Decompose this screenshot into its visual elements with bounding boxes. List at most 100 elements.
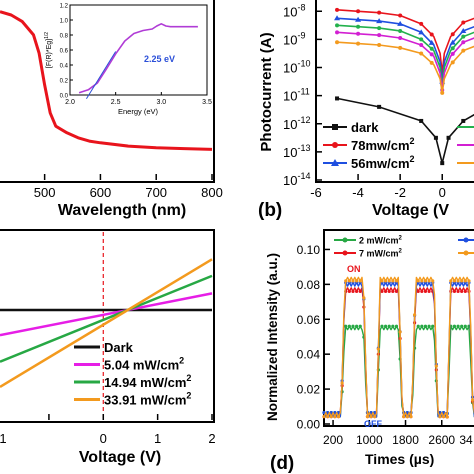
panel-d-x-tick-label: 1800 — [392, 433, 419, 447]
transient-point — [347, 279, 351, 283]
transient-point — [420, 279, 424, 283]
panel-d-y-tick-label: 0.10 — [297, 243, 321, 257]
transient-point — [460, 289, 464, 293]
legend-entry-label: 5.04 mW/cm2 — [104, 356, 184, 373]
panel-b-y-tick-label: 10-11 — [283, 87, 310, 104]
panel-b-y-tick-label: 10-12 — [283, 115, 310, 132]
panel-a: 500 600 700 800 Wavelength (nm) 2.0 2.5 3.0 3.… — [0, 0, 223, 219]
transient-point — [470, 398, 474, 402]
transient-point — [380, 279, 384, 283]
transient-point — [463, 324, 467, 328]
legend-marker — [331, 159, 339, 166]
legend-marker — [332, 124, 338, 130]
absorption-series-0 — [0, 10, 213, 151]
legend-text: 56mw/cm — [351, 156, 410, 171]
transient-point — [416, 289, 420, 293]
legend-entry-label: 33.91 mW/cm2 — [104, 391, 191, 408]
tick-exponent: -10 — [297, 59, 310, 69]
photocurrent-point — [377, 104, 382, 109]
legend-text: 78mw/cm — [351, 138, 410, 153]
transient-point — [467, 279, 471, 283]
transient-point — [355, 324, 359, 328]
photocurrent-point — [419, 37, 424, 42]
transient-point — [409, 415, 413, 419]
transient-point — [394, 324, 399, 328]
transient-point — [463, 289, 467, 293]
legend-marker-cutoff — [463, 237, 469, 243]
photocurrent-point — [461, 40, 466, 45]
tick-base: 10 — [283, 4, 297, 19]
transient-point — [322, 415, 326, 419]
panel-d-legend: 2 mW/cm2 7 mW/cm2 — [334, 236, 474, 259]
absorption-plot-area — [0, 10, 213, 151]
legend-text: 2 mW/cm — [359, 236, 399, 246]
photocurrent-point — [335, 7, 340, 12]
photocurrent-point — [446, 135, 451, 140]
photocurrent-point — [398, 28, 403, 33]
transient-point — [380, 289, 384, 293]
panel-c-x-ticks: 1 0 1 2 — [0, 414, 216, 446]
panel-b-x-ticks: -6-4-202 — [310, 174, 446, 200]
transient-point — [423, 289, 428, 293]
legend-entry-label: 2 mW/cm2 — [359, 236, 403, 246]
legend-entry-label: 14.94 mW/cm2 — [104, 373, 191, 390]
inset-x-tick-label: 3.5 — [202, 99, 212, 106]
transient-point — [344, 279, 348, 283]
panel-d-y-tick-label: 0.08 — [297, 278, 321, 292]
legend-text: 5.04 mW/cm — [104, 358, 179, 373]
panel-d-frame — [323, 229, 474, 427]
panel-d-y-tick-label: 0.00 — [297, 418, 321, 432]
transient-point — [391, 289, 395, 293]
inset-y-tick-label: 0.0 — [60, 94, 69, 100]
panel-c-x-axis-label: Voltage (V) — [79, 449, 161, 466]
photocurrent-plot-area — [334, 7, 474, 166]
transient-point — [373, 415, 377, 419]
panel-c-x-tick-label: 2 — [208, 431, 215, 446]
transient-point — [333, 415, 337, 419]
panel-d: 0.00 0.02 0.04 0.06 0.08 0.10 200 1000 1800 2600… — [265, 229, 474, 474]
photocurrent-point — [335, 40, 340, 45]
inset-y-tick-label: 1.0 — [60, 19, 69, 25]
panel-d-y-axis-label: Normalized Intensity (a.u.) — [265, 253, 280, 421]
panel-a-x-tick-label: 700 — [145, 185, 167, 200]
iv-series-1 — [0, 292, 213, 337]
tick-base: 10 — [283, 117, 297, 132]
photocurrent-point — [450, 32, 455, 37]
transient-point — [355, 289, 359, 293]
transient-point — [405, 415, 409, 419]
transient-point — [402, 415, 406, 419]
photocurrent-point — [398, 45, 403, 50]
transient-point — [347, 324, 351, 328]
legend-superscript: 2 — [186, 391, 191, 401]
tick-base: 10 — [283, 89, 297, 104]
panel-d-x-axis-label: Times (µs) — [365, 451, 434, 467]
inset-y-axis-label: [F(R)*Eg]1/2 — [44, 32, 53, 68]
photocurrent-point — [356, 31, 361, 36]
photocurrent-point — [377, 43, 382, 47]
panel-c-frame — [0, 229, 215, 423]
panel-b-frame — [315, 0, 474, 183]
panel-b-y-tick-label: 10-8 — [283, 2, 305, 19]
transient-point — [351, 289, 355, 293]
transient-point — [394, 279, 399, 283]
photocurrent-point — [418, 29, 425, 35]
panel-a-frame — [0, 0, 215, 183]
legend-text: dark — [351, 120, 379, 135]
photocurrent-point — [335, 96, 340, 101]
transient-point — [355, 279, 359, 283]
iv-series-2 — [0, 274, 213, 363]
transient-point — [384, 289, 388, 293]
transient-point — [445, 415, 449, 419]
tick-exponent: -8 — [297, 2, 305, 12]
legend-superscript: 2 — [399, 249, 403, 255]
transient-point — [452, 324, 457, 328]
panel-b-x-tick-label: -4 — [352, 185, 364, 200]
transient-point — [351, 324, 355, 328]
photocurrent-point — [429, 46, 434, 51]
legend-superscript: 2 — [410, 154, 415, 164]
inset-x-axis-label: Energy (eV) — [118, 107, 159, 116]
legend-text: 7 mW/cm — [359, 249, 399, 259]
